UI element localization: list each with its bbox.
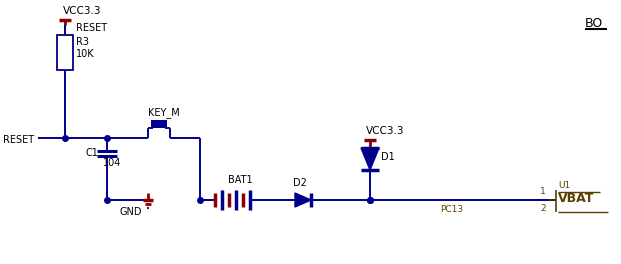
Text: BO: BO — [585, 17, 603, 30]
Polygon shape — [361, 148, 379, 170]
Text: VBAT: VBAT — [558, 192, 594, 205]
Text: VCC3.3: VCC3.3 — [63, 6, 101, 16]
Text: RESET: RESET — [76, 23, 107, 33]
Text: 2: 2 — [540, 204, 546, 213]
Bar — [57, 35, 73, 70]
Text: BAT1: BAT1 — [228, 175, 253, 185]
Text: R3: R3 — [76, 37, 89, 47]
Text: U1: U1 — [558, 181, 570, 190]
Text: KEY_M: KEY_M — [148, 107, 179, 118]
Text: RESET: RESET — [3, 135, 34, 145]
Polygon shape — [295, 193, 311, 207]
Bar — [151, 120, 167, 128]
Text: GND: GND — [120, 207, 142, 217]
Text: 104: 104 — [103, 158, 121, 168]
Text: D1: D1 — [381, 152, 395, 162]
Text: 1: 1 — [540, 187, 546, 196]
Text: C1: C1 — [85, 148, 98, 158]
Text: 10K: 10K — [76, 49, 94, 59]
Text: PC13: PC13 — [440, 205, 463, 214]
Text: VCC3.3: VCC3.3 — [366, 126, 404, 136]
Text: D2: D2 — [293, 178, 307, 188]
